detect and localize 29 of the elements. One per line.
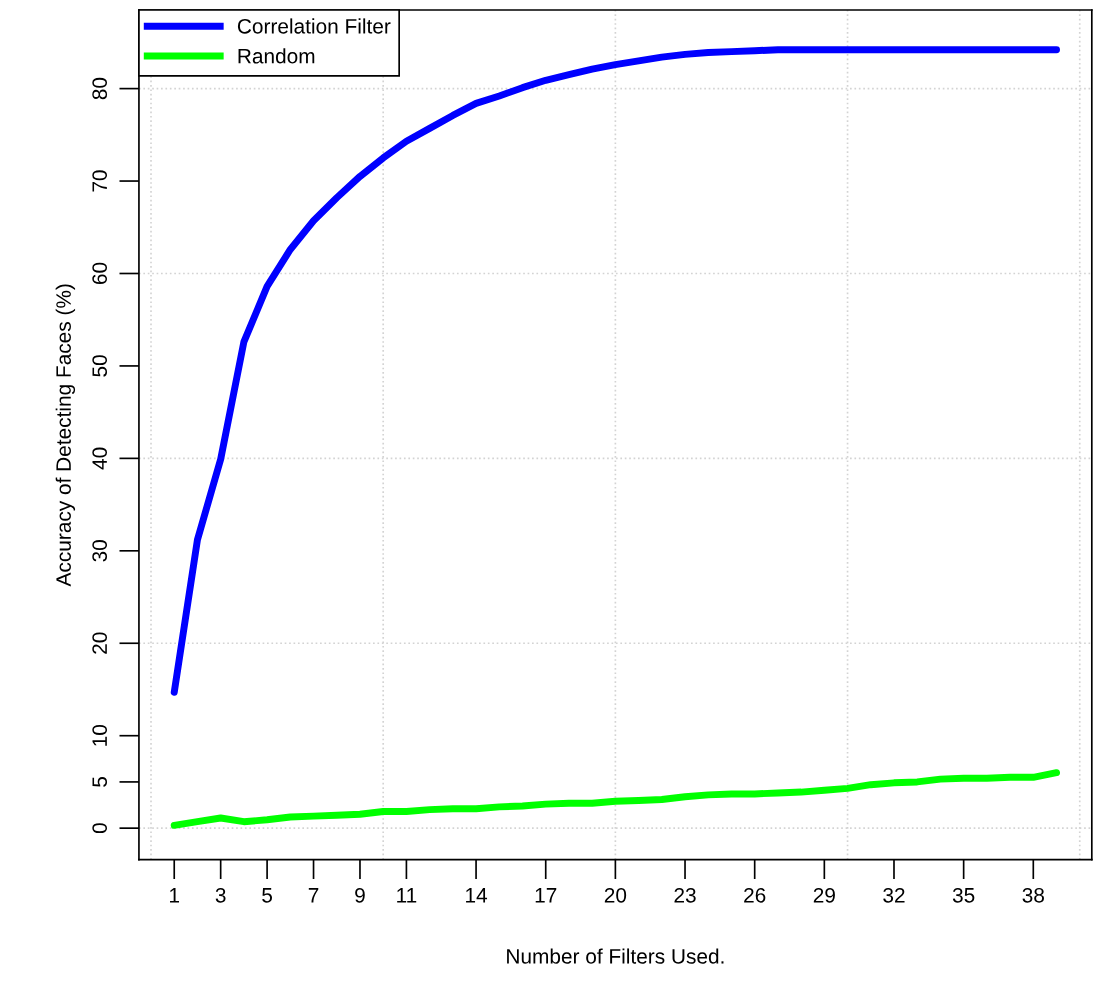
x-tick-label: 26 bbox=[744, 887, 766, 903]
x-tick-label: 29 bbox=[813, 887, 835, 903]
y-tick-label: 80 bbox=[92, 77, 108, 100]
x-tick-label: 1 bbox=[170, 888, 180, 903]
y-tick-label: 40 bbox=[92, 447, 108, 470]
legend-label: Correlation Filter bbox=[237, 18, 391, 34]
y-tick-label: 70 bbox=[92, 170, 108, 192]
legend-label: Random bbox=[238, 48, 315, 64]
y-tick-label: 60 bbox=[92, 262, 108, 285]
x-tick-label: 32 bbox=[883, 887, 905, 903]
y-tick-label: 5 bbox=[92, 777, 108, 787]
x-tick-label: 17 bbox=[535, 888, 557, 903]
x-tick-label: 3 bbox=[215, 887, 226, 903]
x-tick-label: 11 bbox=[397, 888, 417, 903]
y-tick-label: 10 bbox=[92, 724, 108, 746]
x-tick-label: 7 bbox=[308, 888, 319, 903]
y-tick-label: 50 bbox=[92, 355, 108, 377]
x-axis-title: Number of Filters Used. bbox=[507, 948, 724, 964]
y-tick-label: 0 bbox=[92, 823, 108, 834]
x-tick-label: 9 bbox=[355, 887, 365, 903]
x-tick-label: 23 bbox=[674, 887, 696, 903]
x-tick-label: 38 bbox=[1022, 887, 1044, 903]
x-tick-label: 20 bbox=[604, 887, 627, 903]
y-tick-label: 30 bbox=[92, 540, 108, 562]
x-tick-label: 35 bbox=[952, 887, 975, 903]
x-tick-label: 5 bbox=[262, 888, 273, 903]
x-tick-label: 14 bbox=[466, 888, 488, 903]
y-axis-title: Accuracy of Detecting Faces (%) bbox=[55, 284, 76, 587]
y-tick-label: 20 bbox=[92, 632, 108, 654]
